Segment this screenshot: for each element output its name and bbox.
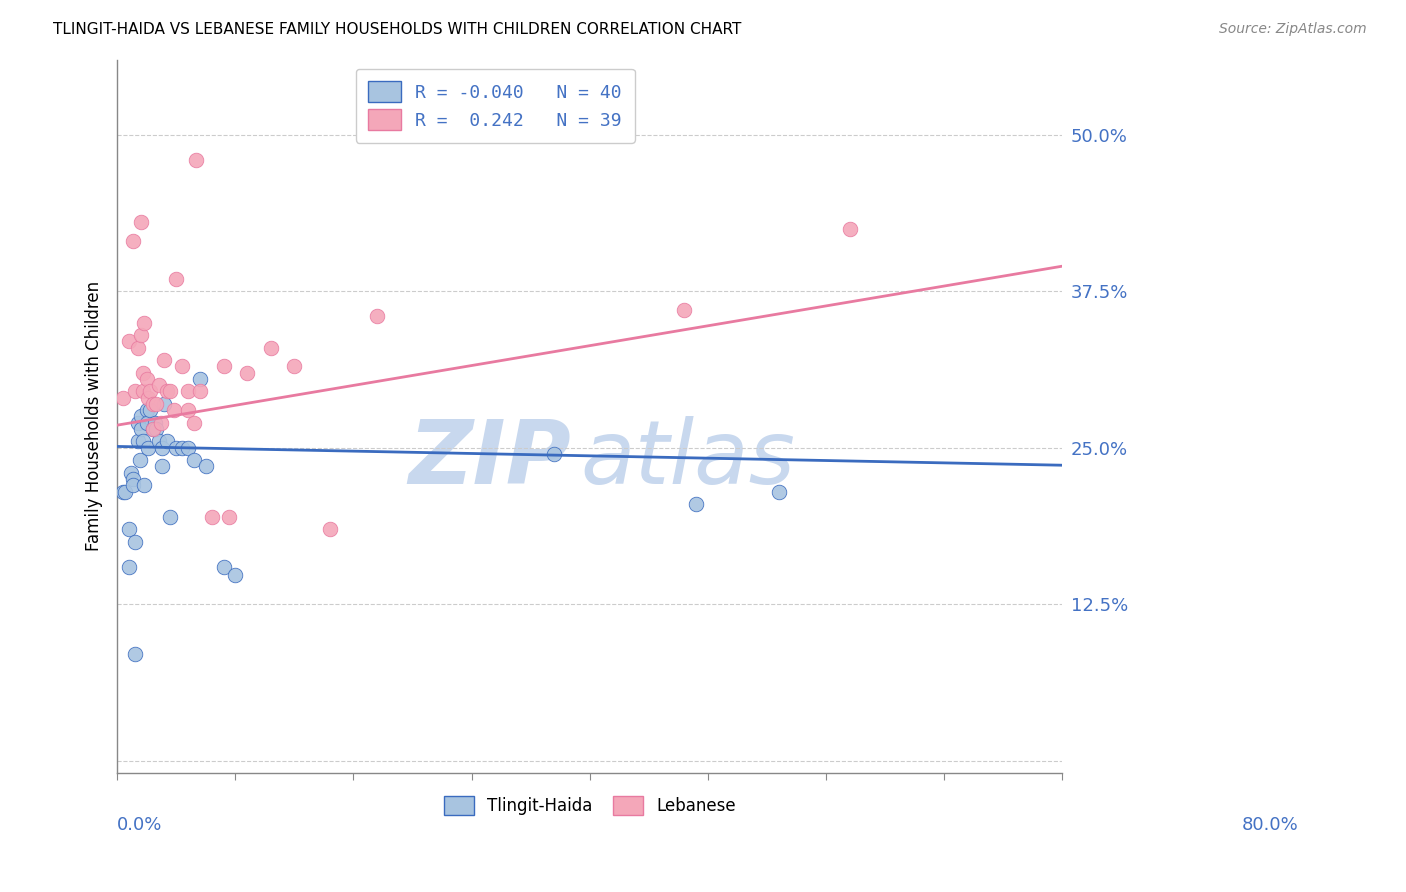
Text: ZIP: ZIP [408,416,571,503]
Point [134,478,156,492]
Point [129,409,152,424]
Point [124,647,146,661]
Point [127,341,149,355]
Point [177,403,200,417]
Point [163,403,186,417]
Legend: Tlingit-Haida, Lebanese: Tlingit-Haida, Lebanese [437,789,742,822]
Point [121,472,143,486]
Point [260,341,283,355]
Point [124,384,146,399]
Text: atlas: atlas [581,417,796,502]
Point [118,522,141,536]
Point [165,271,187,285]
Point [128,453,150,467]
Point [121,478,143,492]
Point [177,384,200,399]
Point [142,422,165,436]
Point [136,441,159,455]
Point [768,484,790,499]
Point [112,484,135,499]
Text: 80.0%: 80.0% [1241,816,1299,834]
Point [148,378,170,392]
Point [120,466,142,480]
Point [129,215,152,229]
Point [129,422,152,436]
Point [132,366,155,380]
Point [135,372,157,386]
Point [145,422,167,436]
Point [145,397,167,411]
Point [127,434,149,449]
Point [188,384,211,399]
Point [186,153,208,167]
Point [135,416,157,430]
Point [142,397,165,411]
Point [153,397,176,411]
Point [183,416,205,430]
Y-axis label: Family Households with Children: Family Households with Children [86,281,103,551]
Point [177,441,200,455]
Point [366,310,388,324]
Point [148,434,170,449]
Point [127,416,149,430]
Point [673,303,696,318]
Point [134,316,156,330]
Point [149,416,172,430]
Point [159,509,181,524]
Point [236,366,259,380]
Point [132,434,155,449]
Point [838,221,860,235]
Point [121,234,143,248]
Point [153,353,176,368]
Point [118,559,141,574]
Point [136,391,159,405]
Point [685,497,707,511]
Point [194,459,217,474]
Text: TLINGIT-HAIDA VS LEBANESE FAMILY HOUSEHOLDS WITH CHILDREN CORRELATION CHART: TLINGIT-HAIDA VS LEBANESE FAMILY HOUSEHO… [53,22,742,37]
Point [224,568,246,582]
Point [156,384,179,399]
Point [124,534,146,549]
Point [143,416,166,430]
Point [183,453,205,467]
Point [156,434,179,449]
Point [132,384,155,399]
Point [159,384,181,399]
Point [283,359,305,374]
Point [172,359,194,374]
Point [114,484,136,499]
Point [150,459,173,474]
Point [319,522,342,536]
Text: 0.0%: 0.0% [117,816,163,834]
Point [135,403,157,417]
Point [188,372,211,386]
Point [129,328,152,343]
Point [218,509,240,524]
Point [543,447,565,461]
Point [212,559,235,574]
Point [201,509,224,524]
Point [165,441,187,455]
Point [212,359,235,374]
Point [139,403,162,417]
Point [112,391,135,405]
Text: Source: ZipAtlas.com: Source: ZipAtlas.com [1219,22,1367,37]
Point [139,384,162,399]
Point [142,422,165,436]
Point [118,334,141,349]
Point [172,441,194,455]
Point [150,441,173,455]
